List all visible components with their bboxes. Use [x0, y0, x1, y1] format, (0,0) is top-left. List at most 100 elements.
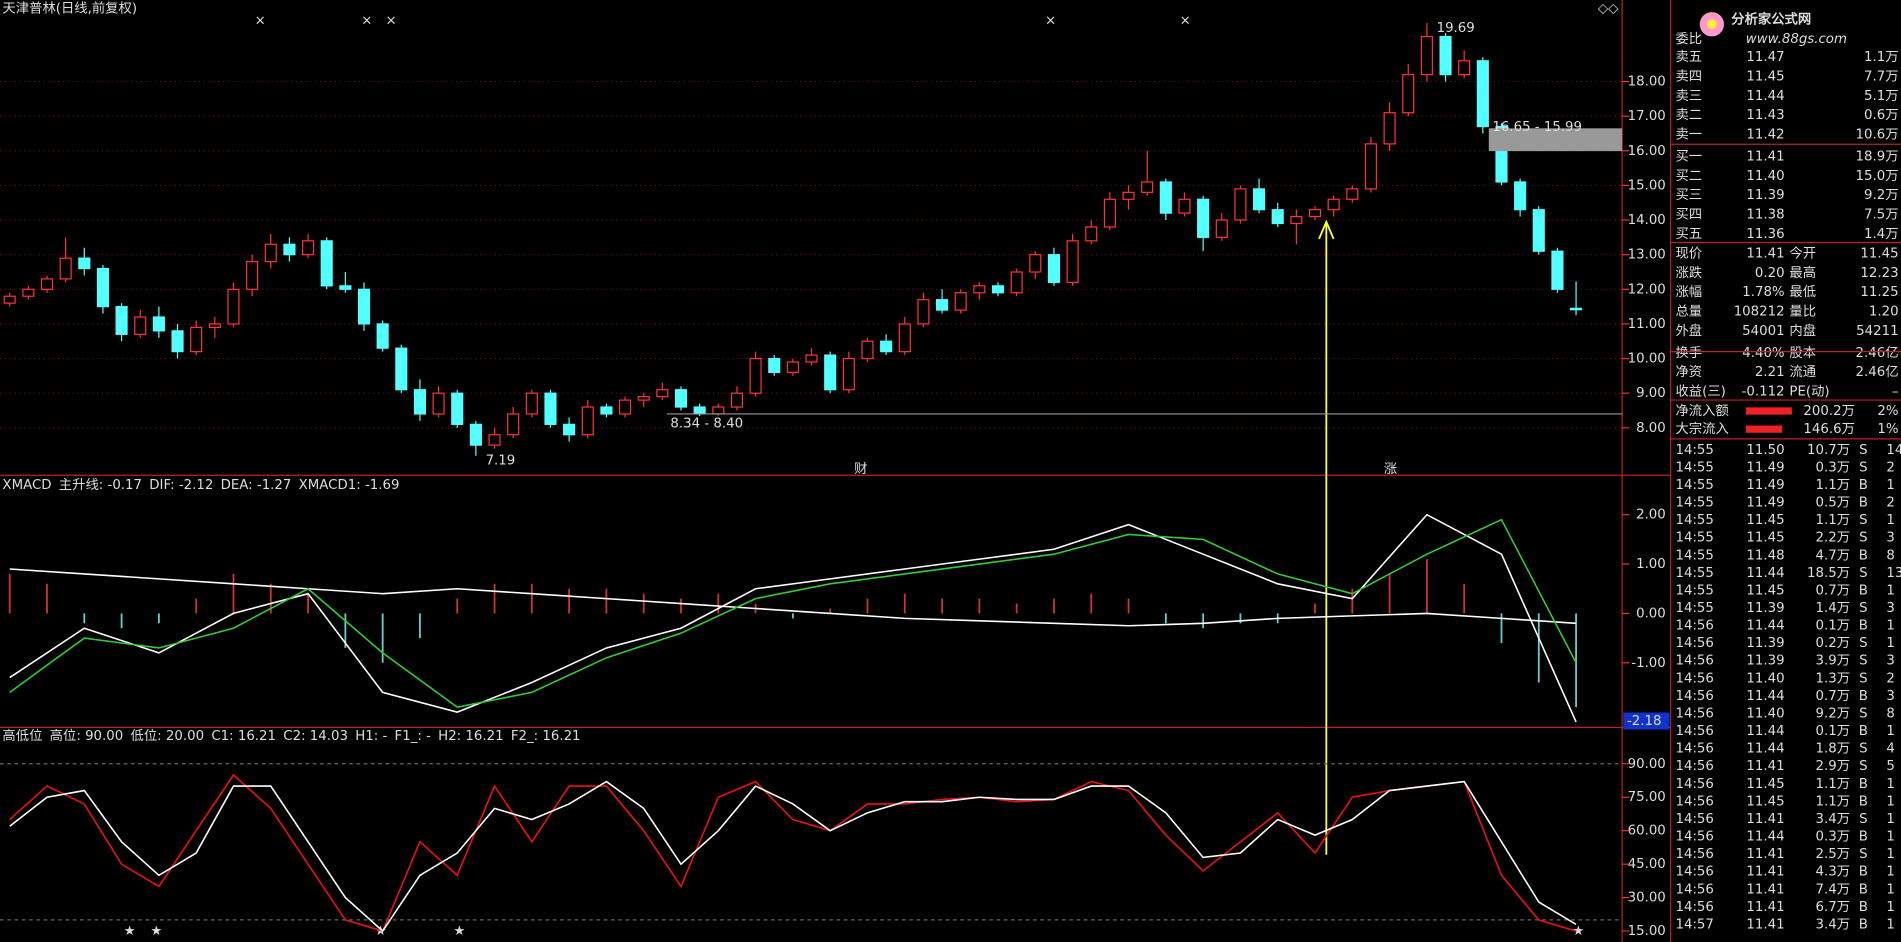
trade-time: 14:56: [1675, 847, 1713, 862]
trade-count: 3: [1886, 654, 1894, 669]
candle-body: [1532, 209, 1545, 252]
y-tick-label: 14.00: [1628, 213, 1666, 228]
trade-volume: 1.3万: [1816, 671, 1851, 686]
trade-side: S: [1859, 812, 1867, 827]
indicator-title: DEA: -1.27: [221, 478, 292, 493]
y-tick-label: 2.00: [1636, 508, 1666, 523]
trade-price: 11.49: [1746, 496, 1784, 511]
indicator-title: 高低位: [2, 727, 42, 744]
trade-count: 1: [1886, 900, 1894, 915]
candle-body: [936, 299, 949, 311]
trade-volume: 3.4万: [1816, 917, 1851, 932]
trade-price: 11.44: [1746, 619, 1784, 634]
trade-time: 14:56: [1675, 830, 1713, 845]
trade-count: 1: [1886, 847, 1894, 862]
trade-price: 11.44: [1746, 724, 1784, 739]
flow-label: 大宗流入: [1675, 421, 1728, 437]
order-price: 11.41: [1746, 149, 1784, 164]
candle-body: [1029, 254, 1042, 273]
flow-value: 200.2万: [1803, 404, 1854, 419]
quote-value: 108212: [1734, 305, 1785, 320]
trade-count: 2: [1886, 460, 1894, 475]
order-level: 买五: [1675, 226, 1702, 242]
candle-body: [1402, 74, 1415, 114]
quote-value: –: [1892, 385, 1899, 400]
trade-time: 14:56: [1675, 865, 1713, 880]
order-level: 买一: [1675, 148, 1702, 164]
trade-side: S: [1859, 847, 1867, 862]
candle-body: [208, 323, 221, 328]
indicator-title: C2: 14.03: [283, 729, 348, 744]
quote-label: 内盘: [1789, 322, 1816, 339]
trade-side: S: [1859, 443, 1867, 458]
candle-body: [190, 326, 203, 353]
trade-side: B: [1859, 794, 1868, 809]
candle-body: [78, 257, 91, 270]
trade-price: 11.41: [1746, 917, 1784, 932]
candle-body: [786, 361, 799, 374]
quote-value: 2.21: [1755, 365, 1785, 380]
candle-body: [1308, 209, 1322, 218]
order-price: 11.45: [1746, 69, 1784, 84]
trade-volume: 0.5万: [1816, 496, 1851, 511]
y-tick-label: 8.00: [1636, 421, 1666, 436]
trade-time: 14:56: [1675, 724, 1713, 739]
trade-count: 1: [1886, 636, 1894, 651]
trade-price: 11.45: [1746, 513, 1784, 528]
trade-price: 11.40: [1746, 671, 1784, 686]
trade-volume: 0.3万: [1816, 460, 1851, 475]
trade-price: 11.49: [1746, 478, 1784, 493]
trade-side: B: [1859, 478, 1868, 493]
candle-body: [1439, 35, 1452, 76]
trade-volume: 2.5万: [1816, 847, 1851, 862]
candle-body: [134, 316, 147, 335]
star: ★: [1572, 924, 1584, 939]
y-tick-label: 1.00: [1636, 557, 1666, 572]
quote-label: 涨幅: [1675, 284, 1702, 300]
indicator-title: XMACD: [2, 478, 51, 493]
quote-label: 流通: [1789, 364, 1816, 380]
trade-count: 13: [1886, 566, 1901, 581]
trade-price: 11.40: [1746, 706, 1784, 721]
trade-side: B: [1859, 583, 1868, 598]
candle-body: [898, 323, 911, 353]
event-marker: 财: [854, 461, 867, 477]
y-tick-label: 45.00: [1628, 857, 1666, 872]
candle-body: [954, 292, 967, 311]
candle-body: [1141, 181, 1154, 193]
y-tick-label: 13.00: [1628, 248, 1666, 263]
quote-label: 量比: [1789, 304, 1816, 320]
candle-body: [1085, 226, 1098, 242]
candle-body: [357, 288, 371, 325]
candle-body: [59, 257, 72, 280]
trade-time: 14:56: [1675, 759, 1713, 774]
quote-value: -0.112: [1742, 385, 1785, 400]
trade-time: 14:55: [1675, 513, 1713, 528]
order-level: 买二: [1675, 168, 1702, 184]
last-value-label: -2.18: [1627, 714, 1662, 729]
window-icon[interactable]: ◇◇: [1598, 1, 1619, 16]
candle-body: [693, 406, 706, 415]
trade-count: 1: [1886, 794, 1894, 809]
candle-body: [376, 323, 389, 349]
y-tick-label: 75.00: [1628, 790, 1666, 805]
candle-body: [805, 354, 818, 363]
order-level: 卖三: [1675, 88, 1702, 104]
quote-label: 现价: [1675, 246, 1702, 261]
candle-body: [1327, 198, 1340, 211]
order-volume: 1.4万: [1864, 227, 1899, 242]
trade-side: S: [1859, 601, 1867, 616]
trade-side: B: [1859, 496, 1868, 511]
trade-time: 14:55: [1675, 583, 1713, 598]
trade-volume: 1.8万: [1816, 742, 1851, 757]
trade-count: 8: [1886, 706, 1894, 721]
candle-body: [469, 423, 482, 446]
trade-time: 14:56: [1675, 706, 1713, 721]
chart-title: 天津普林(日线,前复权): [2, 0, 137, 16]
candle-body: [712, 406, 725, 415]
y-tick-label: 16.00: [1628, 144, 1666, 159]
trade-volume: 1.1万: [1816, 478, 1851, 493]
trade-volume: 0.1万: [1816, 724, 1851, 739]
trade-time: 14:56: [1675, 742, 1713, 757]
trade-price: 11.44: [1746, 742, 1784, 757]
